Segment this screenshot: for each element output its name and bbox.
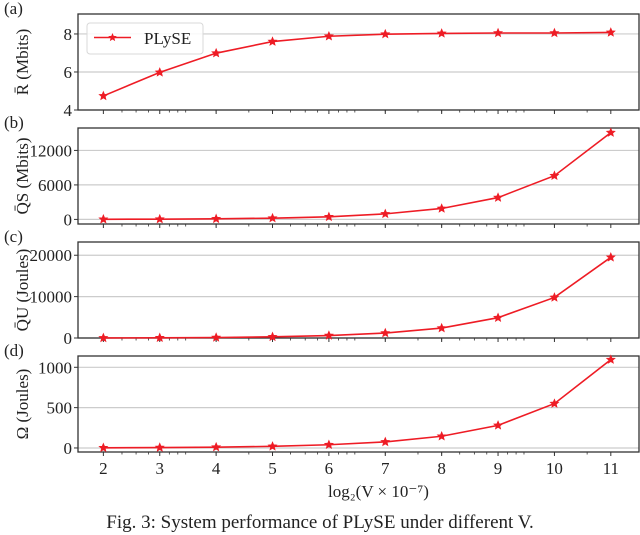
panel-c: 0 10000 20000 (c) Q̄U (Joules) xyxy=(4,227,640,348)
y-tick-label: 1000 xyxy=(38,358,72,377)
series-line xyxy=(103,31,611,97)
star-marker-icon xyxy=(98,332,109,343)
axes-frame xyxy=(77,13,640,111)
star-marker-icon xyxy=(549,292,560,302)
legend: PLySE xyxy=(86,22,204,55)
star-marker-icon xyxy=(436,28,447,38)
star-marker-icon xyxy=(211,47,222,58)
axes-frame xyxy=(77,127,640,225)
star-marker-icon xyxy=(436,322,447,333)
star-marker-icon xyxy=(154,213,165,224)
panel-a: 4 6 8 (a) R̄ (Mbits) PLySE xyxy=(4,0,640,120)
series-line xyxy=(103,256,612,339)
x-tick-label: 8 xyxy=(437,459,446,478)
star-marker-icon xyxy=(98,90,109,101)
star-marker-icon xyxy=(267,331,278,342)
star-marker-icon xyxy=(380,436,391,447)
x-tick-label: 4 xyxy=(212,459,221,478)
panel-label: (b) xyxy=(4,113,24,132)
y-axis-label: Ω (Joules) xyxy=(13,369,32,440)
series-line xyxy=(103,358,612,449)
panel-label: (a) xyxy=(4,0,23,18)
star-marker-icon xyxy=(323,330,334,340)
star-marker-icon xyxy=(549,398,560,408)
legend-label: PLySE xyxy=(144,29,191,48)
y-tick-label: 0 xyxy=(64,439,73,458)
star-marker-icon xyxy=(267,441,278,451)
y-tick-label: 10000 xyxy=(30,288,73,307)
star-marker-icon xyxy=(605,252,616,262)
y-tick-label: 0 xyxy=(64,329,73,348)
star-marker-icon xyxy=(605,27,616,37)
star-marker-icon xyxy=(323,30,334,41)
y-axis-label: Q̄U (Joules) xyxy=(13,249,32,332)
panel-b: 0 6000 12000 (b) Q̄S (Mbits) xyxy=(4,113,640,229)
star-marker-icon xyxy=(98,442,109,453)
x-tick-label: 9 xyxy=(494,459,503,478)
star-marker-icon xyxy=(267,212,278,223)
y-tick-label: 8 xyxy=(64,25,73,44)
y-axis-label: Q̄S (Mbits) xyxy=(13,138,32,215)
y-tick-label: 500 xyxy=(47,399,73,418)
star-marker-icon xyxy=(380,208,391,219)
star-marker-icon xyxy=(267,36,278,46)
star-marker-icon xyxy=(380,28,391,39)
y-tick-label: 12000 xyxy=(30,141,73,160)
star-marker-icon xyxy=(211,213,222,224)
x-tick-label: 5 xyxy=(268,459,277,478)
star-marker-icon xyxy=(211,441,222,452)
y-tick-label: 6000 xyxy=(38,176,72,195)
y-tick-label: 4 xyxy=(64,101,73,120)
panel-label: (c) xyxy=(4,227,23,246)
x-tick-label: 2 xyxy=(99,459,108,478)
x-tick-label: 10 xyxy=(546,459,563,478)
star-marker-icon xyxy=(493,312,504,322)
y-axis-label: R̄ (Mbits) xyxy=(13,29,32,96)
star-marker-icon xyxy=(323,211,334,222)
star-marker-icon xyxy=(605,127,616,137)
legend-box xyxy=(86,22,204,55)
y-tick-label: 6 xyxy=(64,63,73,82)
y-tick-label: 0 xyxy=(64,210,73,229)
x-tick-label: 11 xyxy=(603,459,619,478)
figure-caption: Fig. 3: System performance of PLySE unde… xyxy=(106,512,534,533)
star-marker-icon xyxy=(211,332,222,342)
star-marker-icon xyxy=(154,332,165,343)
star-marker-icon xyxy=(549,27,560,38)
star-marker-icon xyxy=(323,439,334,450)
star-marker-icon xyxy=(154,442,165,452)
star-marker-icon xyxy=(98,214,109,224)
star-marker-icon xyxy=(493,27,504,38)
star-marker-icon xyxy=(493,192,504,202)
star-marker-icon xyxy=(436,203,447,213)
series-line xyxy=(103,131,612,221)
axes-frame xyxy=(77,355,640,453)
star-marker-icon xyxy=(493,420,504,430)
legend-star-icon xyxy=(108,33,117,42)
x-axis-label: log₂(V × 10⁻⁷) xyxy=(328,482,429,501)
x-tick-label: 6 xyxy=(325,459,334,478)
star-marker-icon xyxy=(436,430,447,441)
star-marker-icon xyxy=(605,354,616,364)
star-marker-icon xyxy=(380,327,391,338)
y-tick-label: 20000 xyxy=(30,246,73,265)
panel-d: 0 500 1000 (d) Ω (Joules) 2 3 4 5 6 7 8 9 10 11 log₂(V … xyxy=(4,341,640,501)
axes-frame xyxy=(77,241,640,339)
star-marker-icon xyxy=(549,170,560,180)
x-tick-label: 7 xyxy=(381,459,390,478)
x-tick-label: 3 xyxy=(156,459,165,478)
panel-label: (d) xyxy=(4,341,24,360)
star-marker-icon xyxy=(154,67,165,77)
